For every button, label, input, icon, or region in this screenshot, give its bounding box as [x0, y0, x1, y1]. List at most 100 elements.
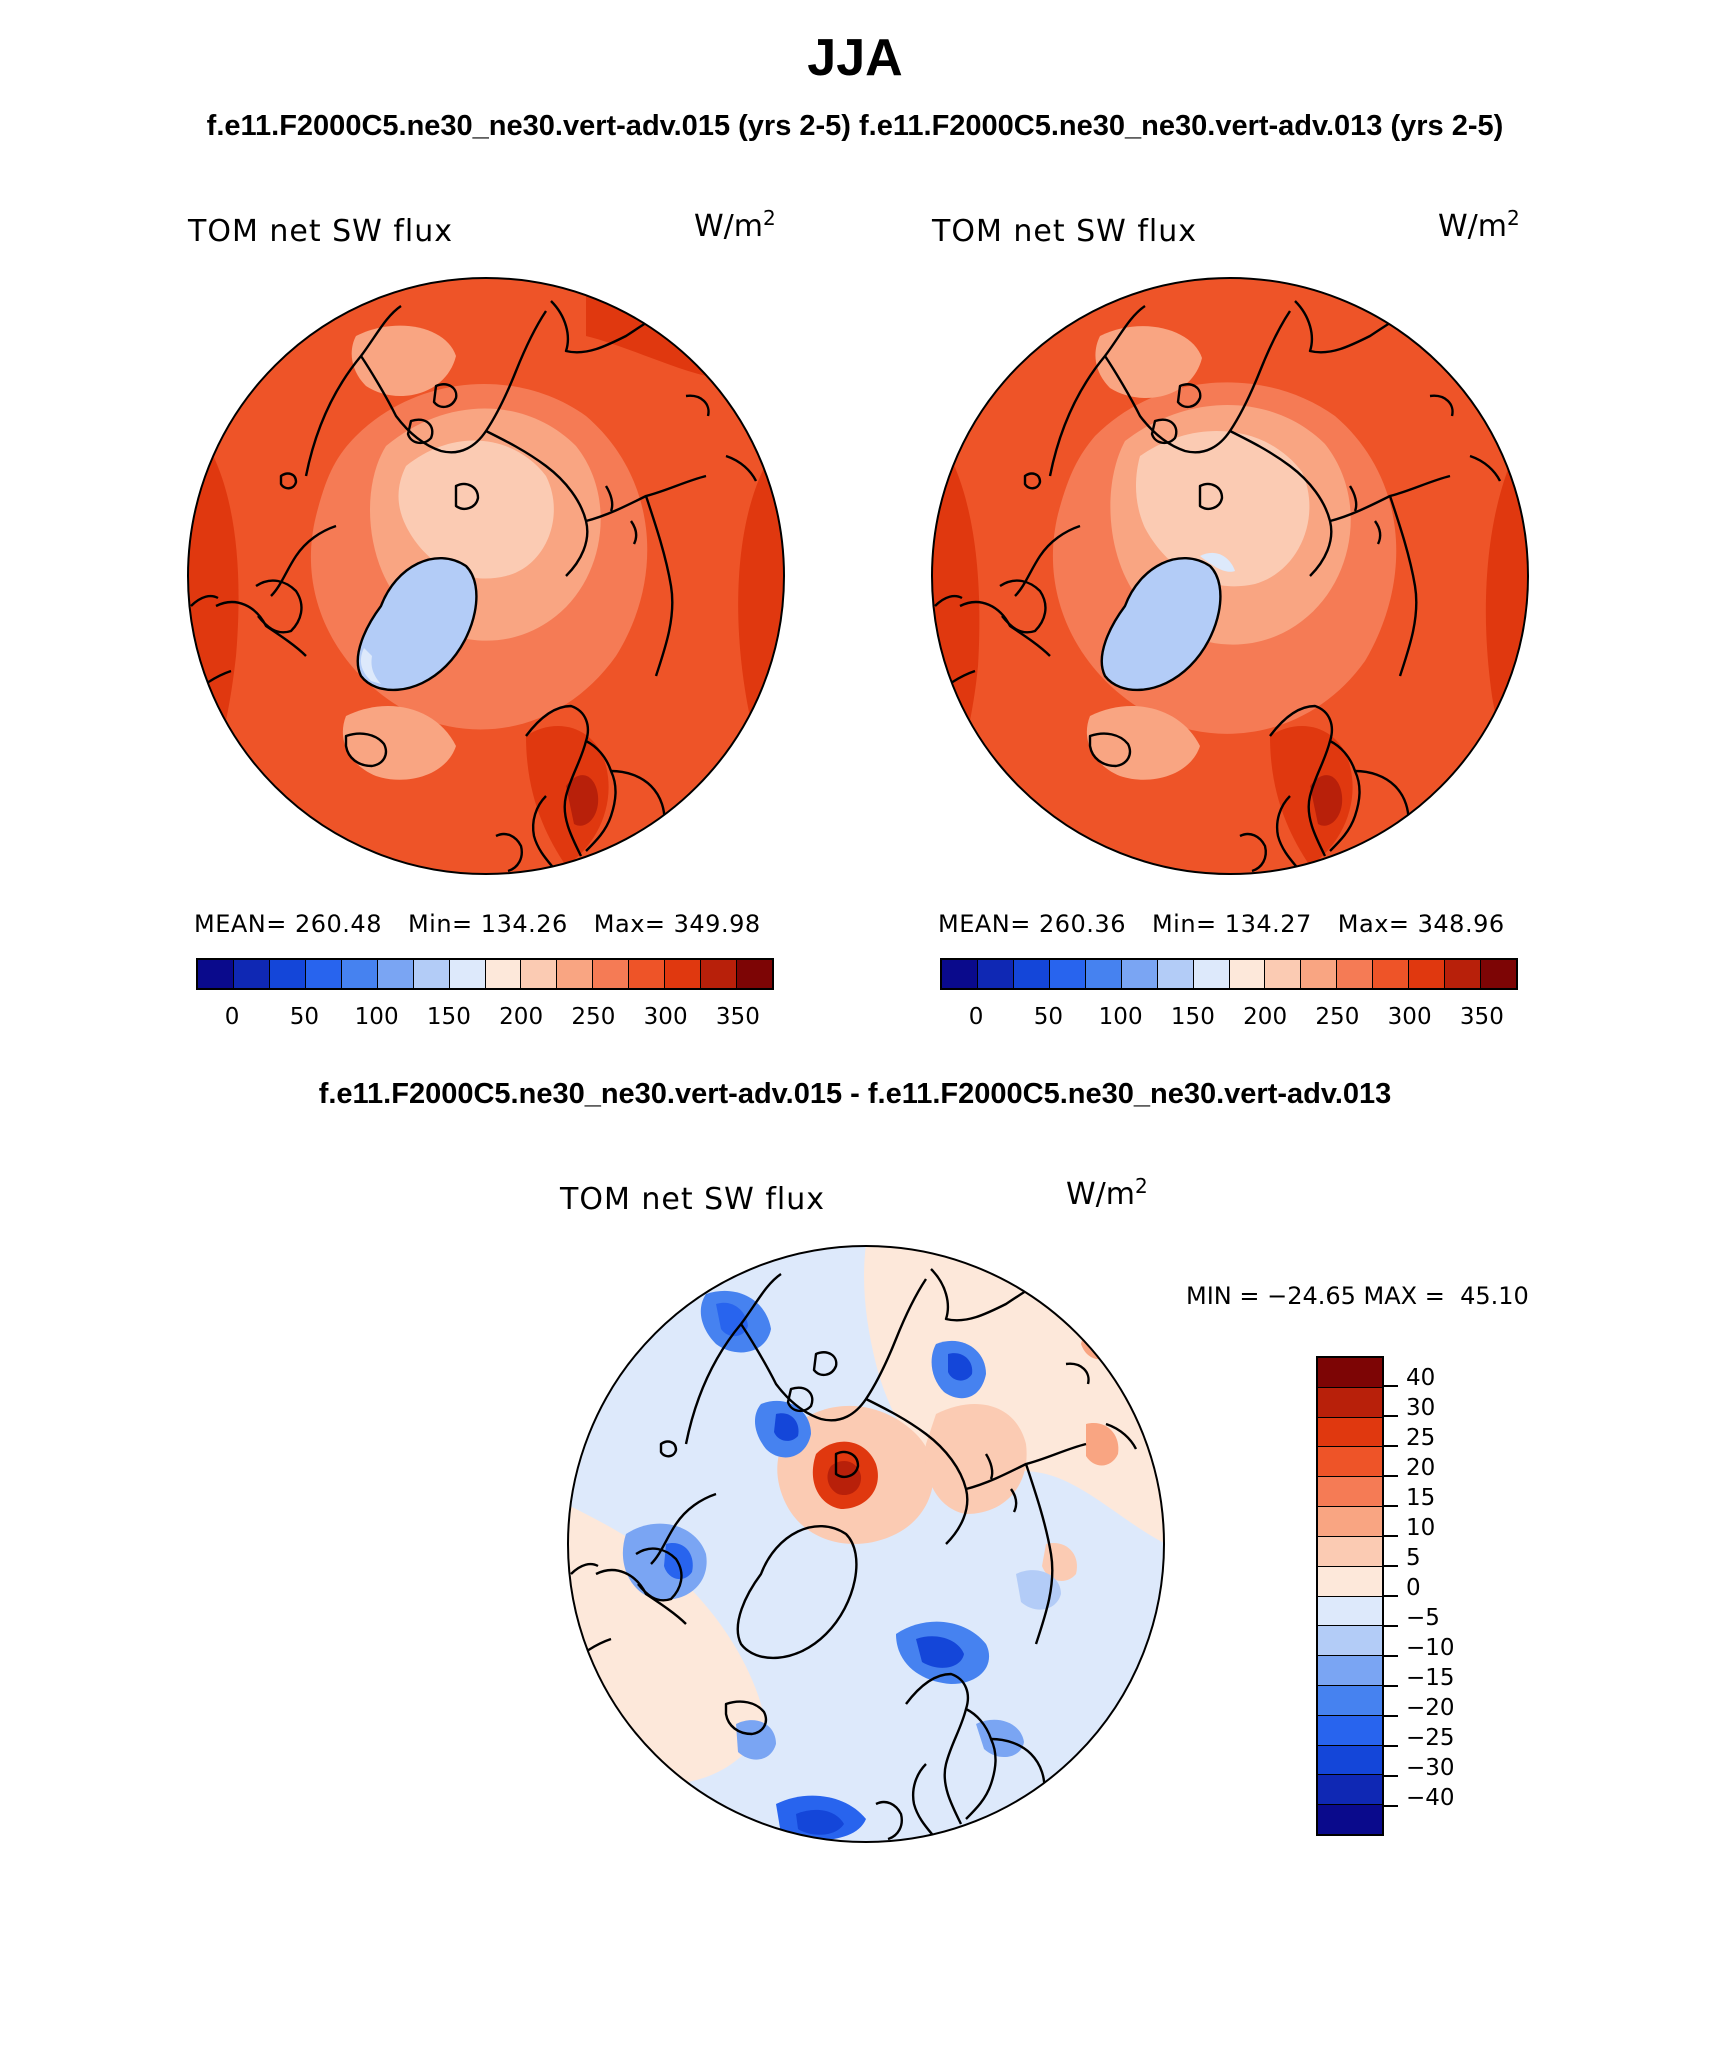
- panel2-colorbar-cell: [1121, 960, 1158, 988]
- panel1-colorbar-cell: [449, 960, 486, 988]
- diff-colorbar-tick-mark: [1384, 1685, 1398, 1687]
- diff-colorbar-cell: [1318, 1715, 1382, 1746]
- diff-colorbar-cell: [1318, 1417, 1382, 1448]
- panel1-pale-core: [398, 440, 554, 579]
- panel1-colorbar-cell: [341, 960, 378, 988]
- panel1-colorbar-tick-label: 300: [643, 1004, 688, 1030]
- diff-colorbar-tick-label: 5: [1406, 1545, 1421, 1571]
- diff-map: [567, 1245, 1165, 1843]
- diff-colorbar-cell: [1318, 1447, 1382, 1478]
- panel2-colorbar: [940, 958, 1518, 990]
- diff-colorbar-cell: [1318, 1477, 1382, 1508]
- diff-colorbar-tick-label: 15: [1406, 1485, 1436, 1511]
- panel2-colorbar-cell: [1373, 960, 1410, 988]
- panel1-colorbar-cell: [305, 960, 342, 988]
- panel2-label: TOM net SW flux: [932, 214, 1198, 249]
- panel2-colorbar-tick-label: 350: [1459, 1004, 1504, 1030]
- panel2-map: [931, 277, 1529, 875]
- panel1-atlantic-pale: [342, 706, 456, 780]
- panel2-colorbar-cell: [1301, 960, 1338, 988]
- panel2-scand-dark: [1310, 775, 1343, 826]
- panel1-colorbar-tick-label: 100: [354, 1004, 399, 1030]
- panel1-min: Min= 134.26: [407, 910, 568, 938]
- diff-units: W/m2: [1066, 1174, 1148, 1212]
- panel2-colorbar-cell: [1193, 960, 1230, 988]
- panel1-map: [187, 277, 785, 875]
- diff-colorbar-tick-mark: [1384, 1475, 1398, 1477]
- panel1-colorbar-cell: [269, 960, 306, 988]
- panel1-colorbar-tick-label: 250: [571, 1004, 616, 1030]
- diff-minmax: MIN = −24.65 MAX = 45.10: [1186, 1282, 1529, 1310]
- panel1-greenland-ice: [357, 558, 477, 690]
- diff-colorbar-cell: [1318, 1626, 1382, 1657]
- panel1-colorbar-tick-label: 350: [715, 1004, 760, 1030]
- panel1-colorbar-cell: [737, 960, 772, 988]
- diff-colorbar-cell: [1318, 1805, 1382, 1834]
- panel2-pale-core: [1135, 431, 1310, 587]
- panel2-colorbar-tick-label: 0: [968, 1004, 984, 1030]
- panel2-colorbar-cell: [1265, 960, 1302, 988]
- panel2-colorbar-cell: [942, 960, 978, 988]
- panel2-colorbar-tick-label: 250: [1315, 1004, 1360, 1030]
- diff-colorbar-tick-mark: [1384, 1655, 1398, 1657]
- figure-title: JJA: [807, 29, 903, 87]
- panel1-mean: MEAN= 260.48: [194, 910, 382, 938]
- panel1-colorbar: [196, 958, 774, 990]
- panel1-colorbar-tick-label: 150: [426, 1004, 471, 1030]
- diff-colorbar-tick-mark: [1384, 1715, 1398, 1717]
- diff-colorbar-tick-label: −30: [1406, 1755, 1455, 1781]
- diff-coastlines: [570, 1268, 1138, 1841]
- diff-colorbar-tick-label: −20: [1406, 1695, 1455, 1721]
- panel2-colorbar-cell: [1049, 960, 1086, 988]
- diff-colorbar-tick-mark: [1384, 1415, 1398, 1417]
- panel1-colorbar-cell: [665, 960, 702, 988]
- panel1-colorbar-cell: [629, 960, 666, 988]
- panel1-dark-north: [586, 296, 706, 376]
- panel2-units: W/m2: [1438, 206, 1520, 244]
- panel2-pale-patch: [1095, 326, 1202, 398]
- panel1-colorbar-tick-label: 200: [499, 1004, 544, 1030]
- diff-colorbar-cell: [1318, 1507, 1382, 1537]
- diff-colorbar-cell: [1318, 1387, 1382, 1418]
- diff-colorbar-tick-label: 20: [1406, 1455, 1436, 1481]
- panel1-coastlines: [190, 300, 758, 873]
- diff-colorbar: [1316, 1356, 1384, 1836]
- panel1-colorbar-cell: [198, 960, 234, 988]
- panel2-colorbar-tick-label: 300: [1387, 1004, 1432, 1030]
- diff-neg-nw-core: [716, 1302, 748, 1337]
- panel1-colorbar-tick-label: 0: [224, 1004, 240, 1030]
- diff-neg-ne-core: [948, 1353, 973, 1381]
- panel1-colorbar-cell: [413, 960, 450, 988]
- diff-colorbar-tick-label: −10: [1406, 1635, 1455, 1661]
- diff-colorbar-cell: [1318, 1536, 1382, 1567]
- diff-colorbar-tick-label: −25: [1406, 1725, 1455, 1751]
- diff-pos-east: [925, 1404, 1027, 1514]
- panel1-scand-dark: [566, 775, 599, 826]
- diff-neg-south-core: [796, 1809, 844, 1835]
- diff-colorbar-tick-mark: [1384, 1445, 1398, 1447]
- panel1-stats: MEAN= 260.48 Min= 134.26 Max= 349.98: [194, 910, 761, 938]
- panel1-colorbar-cell: [485, 960, 522, 988]
- panel1-colorbar-cell: [377, 960, 414, 988]
- panel1-colorbar-cell: [521, 960, 558, 988]
- panel2-coastlines: [934, 300, 1502, 873]
- panel1-greenland-edge: [360, 648, 381, 684]
- diff-colorbar-cell: [1318, 1685, 1382, 1716]
- diff-colorbar-tick-label: 30: [1406, 1395, 1436, 1421]
- panel2-max: Max= 348.96: [1337, 910, 1505, 938]
- diff-colorbar-tick-mark: [1384, 1805, 1398, 1807]
- panel2-colorbar-cell: [977, 960, 1014, 988]
- panel1-colorbar-cell: [233, 960, 270, 988]
- panel2-colorbar-cell: [1409, 960, 1446, 988]
- diff-colorbar-tick-label: 25: [1406, 1425, 1436, 1451]
- diff-colorbar-cell: [1318, 1596, 1382, 1627]
- panel2-atlantic-pale: [1086, 706, 1200, 780]
- panel1-colorbar-cell: [557, 960, 594, 988]
- diff-label: TOM net SW flux: [560, 1182, 826, 1217]
- panel1-max: Max= 349.98: [593, 910, 761, 938]
- panel2-colorbar-cell: [1085, 960, 1122, 988]
- diff-colorbar-tick-mark: [1384, 1625, 1398, 1627]
- panel2-colorbar-tick-label: 100: [1098, 1004, 1143, 1030]
- panel2-mean: MEAN= 260.36: [938, 910, 1126, 938]
- diff-colorbar-tick-label: 0: [1406, 1575, 1421, 1601]
